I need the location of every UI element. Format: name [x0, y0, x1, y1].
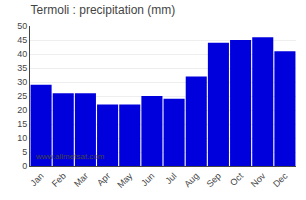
svg-text:Jul: Jul — [163, 171, 178, 186]
svg-text:Jan: Jan — [28, 171, 45, 188]
svg-text:Oct: Oct — [228, 170, 245, 187]
svg-text:40: 40 — [17, 49, 27, 59]
svg-text:Dec: Dec — [271, 170, 290, 189]
svg-text:Feb: Feb — [50, 171, 68, 189]
svg-text:35: 35 — [17, 63, 27, 73]
svg-text:50: 50 — [17, 21, 27, 31]
svg-text:www.allmetsat.com: www.allmetsat.com — [35, 152, 105, 161]
svg-text:Mar: Mar — [72, 171, 90, 189]
svg-text:15: 15 — [17, 119, 27, 129]
svg-text:Jun: Jun — [139, 171, 156, 188]
svg-text:5: 5 — [22, 147, 27, 157]
svg-text:25: 25 — [17, 91, 27, 101]
svg-text:20: 20 — [17, 105, 27, 115]
svg-text:May: May — [115, 170, 134, 189]
svg-text:Nov: Nov — [249, 170, 268, 189]
svg-text:Apr: Apr — [95, 171, 112, 188]
svg-text:Termoli : precipitation (mm): Termoli : precipitation (mm) — [31, 3, 176, 17]
svg-text:Aug: Aug — [182, 171, 200, 189]
svg-text:10: 10 — [17, 133, 27, 143]
svg-text:30: 30 — [17, 77, 27, 87]
svg-text:0: 0 — [22, 161, 27, 171]
svg-text:Sep: Sep — [205, 171, 223, 189]
svg-text:45: 45 — [17, 35, 27, 45]
